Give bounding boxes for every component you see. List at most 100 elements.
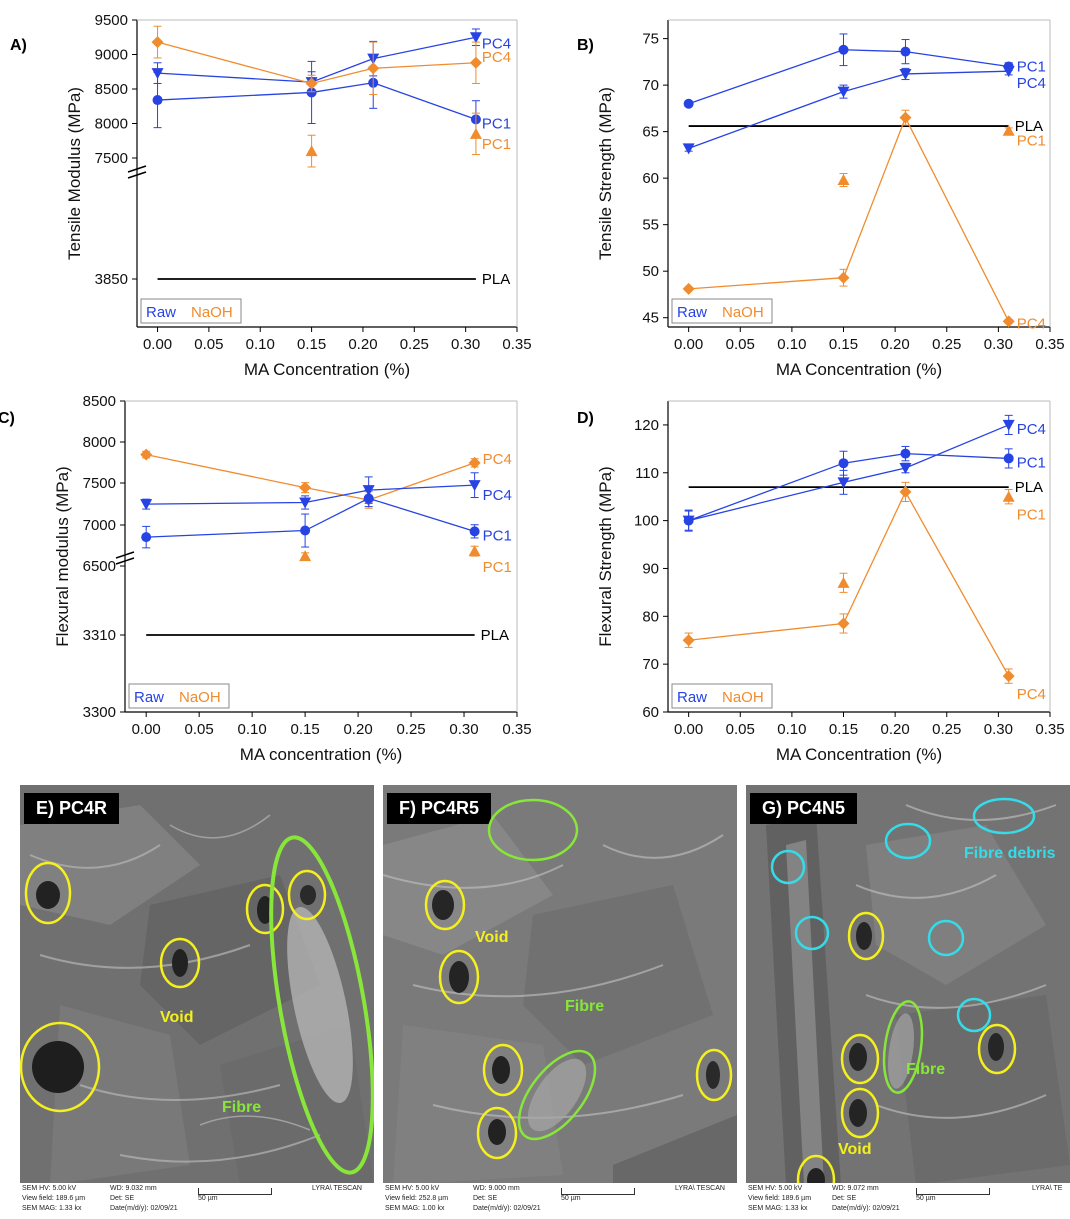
series-label: PC1 xyxy=(1017,59,1046,76)
sem-title: F) PC4R5 xyxy=(387,793,492,824)
data-point xyxy=(469,526,480,537)
data-point xyxy=(838,44,849,55)
void-ring xyxy=(438,949,480,1005)
x-tick-label: 0.05 xyxy=(194,336,223,353)
y-tick-label: 65 xyxy=(642,124,659,141)
series-line xyxy=(688,116,1010,322)
y-tick-label: 8000 xyxy=(95,116,128,133)
y-tick-label: 8000 xyxy=(83,434,116,451)
data-point xyxy=(899,462,912,474)
sem-title: G) PC4N5 xyxy=(750,793,858,824)
y-tick-label: 75 xyxy=(642,31,659,48)
legend-raw: Raw xyxy=(146,304,176,321)
y-tick-label: 90 xyxy=(642,560,659,577)
data-point xyxy=(141,532,152,543)
x-tick-label: 0.30 xyxy=(451,336,480,353)
sem-info-bar: SEM HV: 5.00 kV View field: 189.6 µm SEM… xyxy=(746,1183,1070,1219)
x-tick-label: 0.05 xyxy=(726,336,755,353)
legend-naoh: NaOH xyxy=(179,689,221,706)
series-label: PC1 xyxy=(483,527,512,544)
y-tick-label: 3850 xyxy=(95,271,128,288)
x-tick-label: 0.30 xyxy=(984,721,1013,738)
x-tick-label: 0.15 xyxy=(829,721,858,738)
axis-break xyxy=(115,551,135,559)
debris-ring xyxy=(956,997,992,1033)
data-point xyxy=(299,481,312,494)
series-label: PC1 xyxy=(483,559,512,576)
series-label: PC1 xyxy=(482,136,511,153)
x-tick-label: 0.20 xyxy=(881,721,910,738)
data-point xyxy=(838,458,849,469)
axis-break xyxy=(115,557,135,565)
void-ring xyxy=(24,861,72,925)
sem-brand: LYRA\ TE xyxy=(1032,1185,1063,1192)
x-axis-label: MA concentration (%) xyxy=(240,745,403,764)
void-ring xyxy=(840,1087,880,1139)
scale-bar xyxy=(561,1188,635,1195)
data-point xyxy=(1002,124,1015,136)
data-point xyxy=(468,456,481,469)
x-tick-label: 0.10 xyxy=(238,721,267,738)
series-line xyxy=(157,41,476,85)
data-point xyxy=(900,46,911,57)
sem-date: Date(m/d/y): 02/09/21 xyxy=(832,1205,900,1212)
x-tick-label: 0.00 xyxy=(674,721,703,738)
annotation-rings xyxy=(770,797,1036,1206)
y-axis-label: Flexural modulus (MPa) xyxy=(53,466,72,646)
x-axis-label: MA Concentration (%) xyxy=(776,745,942,764)
x-tick-label: 0.20 xyxy=(343,721,372,738)
series: PC4 xyxy=(151,28,511,93)
x-tick-label: 0.25 xyxy=(400,336,429,353)
series-line xyxy=(688,452,1009,522)
sem-view-field: View field: 189.6 µm xyxy=(22,1195,86,1202)
debris-ring xyxy=(927,919,965,957)
sem-hv: SEM HV: 5.00 kV xyxy=(748,1185,803,1192)
chart-panel-0: 0.00 0.05 0.10 0.15 0.20 0.25 0.30 0.35 9500 9000… xyxy=(10,12,532,379)
legend: Raw NaOH xyxy=(140,298,242,324)
fibre-ring xyxy=(487,798,579,862)
series-label: PC1 xyxy=(1017,454,1046,471)
x-tick-label: 0.15 xyxy=(291,721,320,738)
legend-naoh: NaOH xyxy=(722,304,764,321)
x-tick-label: 0.10 xyxy=(246,336,275,353)
sem-wd: WD: 9.032 mm xyxy=(110,1185,157,1192)
series-label: PC4 xyxy=(482,49,511,66)
y-tick-label: 7000 xyxy=(83,517,116,534)
panel-letter: B) xyxy=(577,37,594,54)
legend-naoh: NaOH xyxy=(722,689,764,706)
y-tick-label: 7500 xyxy=(95,150,128,167)
reference-label: PLA xyxy=(1015,479,1043,496)
y-tick-label: 120 xyxy=(634,417,659,434)
fibre-ring xyxy=(517,1049,597,1141)
series-label: PC4 xyxy=(483,451,512,468)
series-label: PC4 xyxy=(1017,686,1046,703)
sem-view-field: View field: 252.8 µm xyxy=(385,1195,449,1202)
panel-letter: C) xyxy=(0,410,15,427)
series: PC1 xyxy=(152,56,511,139)
void-ring xyxy=(159,937,201,989)
void-ring xyxy=(424,879,466,931)
series-label: PC4 xyxy=(483,487,512,504)
data-point xyxy=(299,550,312,562)
y-tick-label: 8500 xyxy=(95,81,128,98)
x-tick-label: 0.05 xyxy=(185,721,214,738)
data-point xyxy=(367,62,380,75)
data-point xyxy=(305,145,318,157)
y-tick-label: 3310 xyxy=(83,627,116,644)
data-point xyxy=(1003,453,1014,464)
series: PC4 xyxy=(682,109,1046,332)
x-tick-label: 0.10 xyxy=(777,336,806,353)
debris-ring xyxy=(972,797,1036,835)
void-ring xyxy=(695,1048,733,1102)
legend-box xyxy=(671,683,773,709)
sem-date: Date(m/d/y): 02/09/21 xyxy=(110,1205,178,1212)
y-tick-label: 80 xyxy=(642,608,659,625)
data-point xyxy=(152,95,163,106)
legend-box xyxy=(671,298,773,324)
debris-ring xyxy=(770,849,806,885)
data-point xyxy=(1002,315,1015,328)
sem-texture xyxy=(20,785,374,1185)
void-label: Void xyxy=(475,929,509,946)
legend-raw: Raw xyxy=(134,689,164,706)
data-point xyxy=(151,36,164,49)
